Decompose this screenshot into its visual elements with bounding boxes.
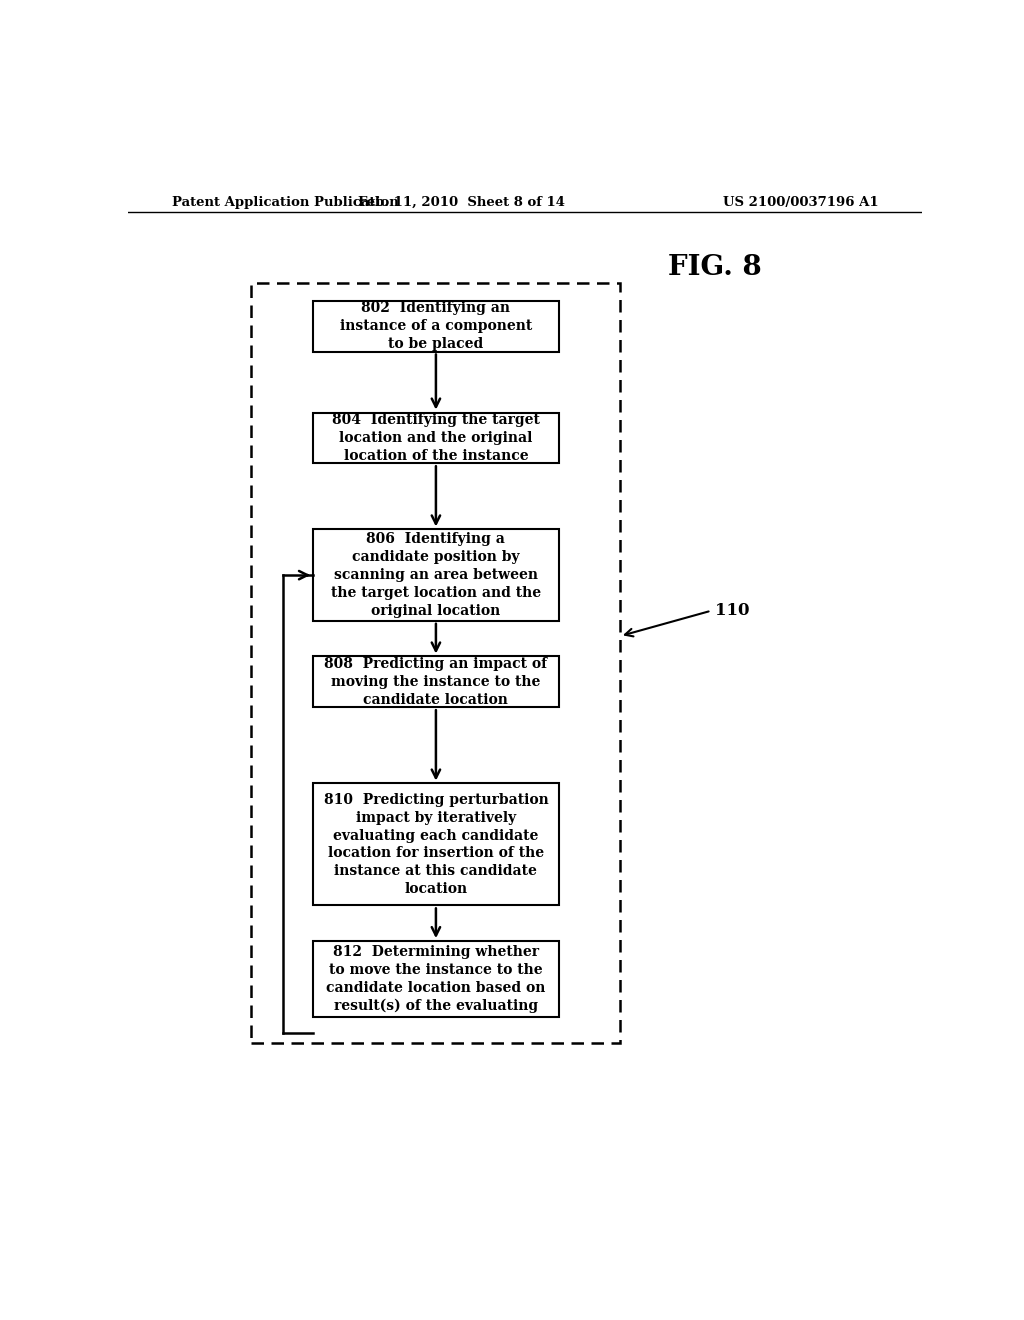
Text: 810  Predicting perturbation
impact by iteratively
evaluating each candidate
loc: 810 Predicting perturbation impact by it… bbox=[324, 793, 548, 896]
FancyBboxPatch shape bbox=[313, 941, 559, 1018]
Text: FIG. 8: FIG. 8 bbox=[668, 253, 762, 281]
Text: Patent Application Publication: Patent Application Publication bbox=[172, 195, 398, 209]
Text: 802  Identifying an
instance of a component
to be placed: 802 Identifying an instance of a compone… bbox=[340, 301, 532, 351]
FancyBboxPatch shape bbox=[313, 412, 559, 463]
FancyBboxPatch shape bbox=[313, 656, 559, 708]
FancyBboxPatch shape bbox=[313, 301, 559, 351]
Text: 806  Identifying a
candidate position by
scanning an area between
the target loc: 806 Identifying a candidate position by … bbox=[331, 532, 541, 618]
Text: Feb. 11, 2010  Sheet 8 of 14: Feb. 11, 2010 Sheet 8 of 14 bbox=[357, 195, 565, 209]
Text: 110: 110 bbox=[715, 602, 750, 619]
FancyBboxPatch shape bbox=[313, 529, 559, 620]
Text: 804  Identifying the target
location and the original
location of the instance: 804 Identifying the target location and … bbox=[332, 413, 540, 463]
Text: US 2100/0037196 A1: US 2100/0037196 A1 bbox=[723, 195, 879, 209]
Text: 812  Determining whether
to move the instance to the
candidate location based on: 812 Determining whether to move the inst… bbox=[327, 945, 546, 1014]
FancyBboxPatch shape bbox=[313, 784, 559, 906]
Text: 808  Predicting an impact of
moving the instance to the
candidate location: 808 Predicting an impact of moving the i… bbox=[325, 657, 548, 706]
